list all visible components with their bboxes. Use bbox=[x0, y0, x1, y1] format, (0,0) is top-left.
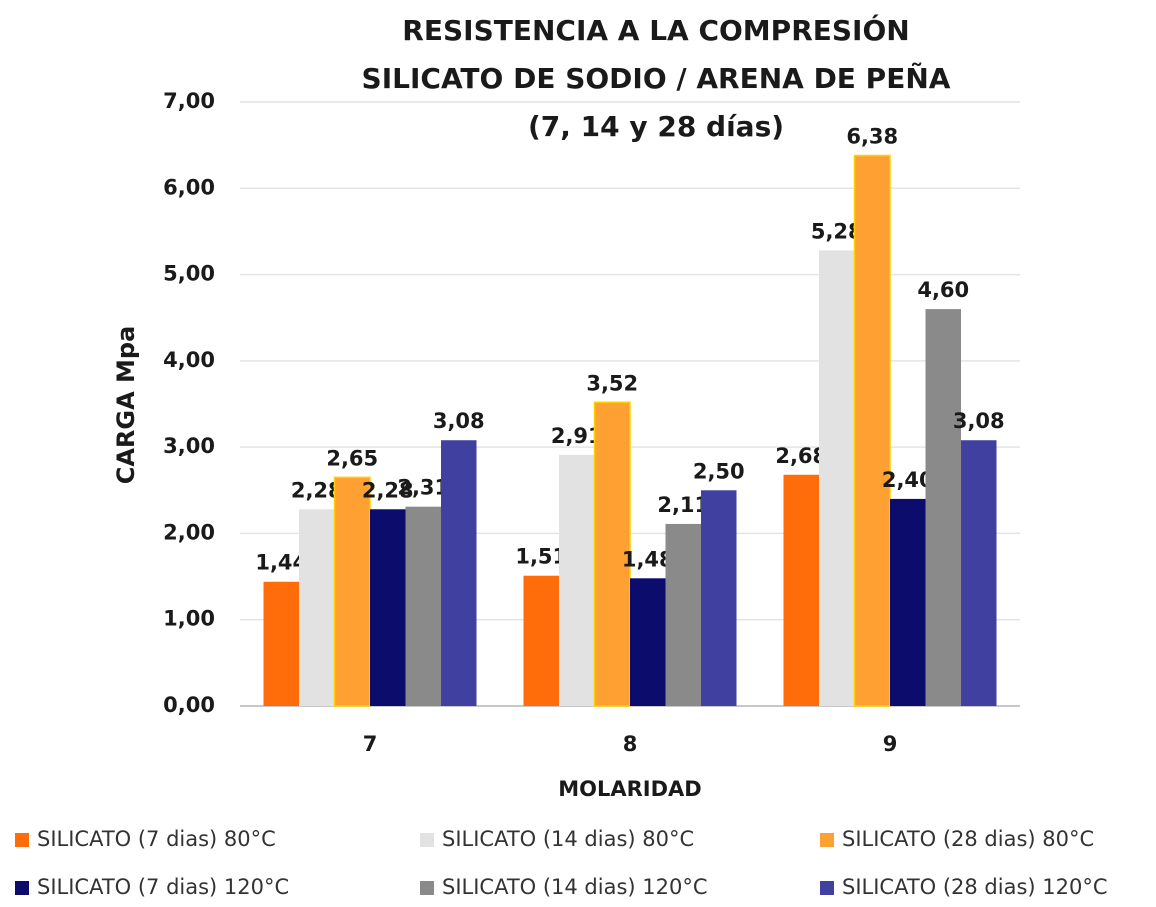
chart-title: SILICATO DE SODIO / ARENA DE PEÑA bbox=[362, 61, 951, 95]
x-axis-label: MOLARIDAD bbox=[558, 777, 701, 801]
y-tick-label: 1,00 bbox=[163, 607, 215, 631]
x-tick-label: 7 bbox=[363, 732, 378, 756]
legend-swatch bbox=[420, 833, 434, 847]
chart-title: (7, 14 y 28 días) bbox=[528, 110, 784, 143]
bar bbox=[630, 578, 666, 706]
data-label: 2,40 bbox=[882, 468, 934, 492]
legend-swatch bbox=[820, 881, 834, 895]
bar bbox=[701, 490, 737, 706]
data-label: 4,60 bbox=[917, 278, 969, 302]
legend-label: SILICATO (14 dias) 80°C bbox=[442, 827, 694, 851]
bar bbox=[593, 401, 631, 707]
data-label: 3,08 bbox=[433, 409, 485, 433]
legend-swatch bbox=[15, 881, 29, 895]
bar bbox=[333, 476, 371, 707]
bar bbox=[405, 506, 441, 706]
data-label: 1,51 bbox=[515, 545, 567, 569]
bar bbox=[665, 523, 701, 706]
data-label: 2,28 bbox=[362, 478, 414, 502]
chart-title: RESISTENCIA A LA COMPRESIÓN bbox=[402, 13, 909, 47]
data-label: 2,11 bbox=[657, 493, 709, 517]
y-tick-label: 0,00 bbox=[163, 693, 215, 717]
bar bbox=[853, 154, 891, 707]
bar bbox=[523, 575, 559, 706]
bar bbox=[299, 509, 335, 706]
data-label: 6,38 bbox=[846, 124, 898, 148]
legend-swatch bbox=[420, 881, 434, 895]
bar bbox=[890, 498, 926, 706]
bar bbox=[961, 440, 997, 706]
y-tick-label: 7,00 bbox=[163, 89, 215, 113]
data-label: 3,52 bbox=[586, 371, 638, 395]
legend-swatch bbox=[820, 833, 834, 847]
data-label: 2,31 bbox=[397, 476, 449, 500]
x-tick-label: 8 bbox=[623, 732, 638, 756]
bar bbox=[441, 440, 477, 706]
legend-label: SILICATO (14 dias) 120°C bbox=[442, 875, 708, 899]
data-label: 3,08 bbox=[953, 409, 1005, 433]
data-label: 1,44 bbox=[255, 551, 307, 575]
data-label: 1,48 bbox=[622, 547, 674, 571]
data-label: 2,50 bbox=[693, 459, 745, 483]
bar bbox=[819, 250, 855, 706]
legend-label: SILICATO (7 dias) 80°C bbox=[37, 827, 276, 851]
x-tick-label: 9 bbox=[883, 732, 898, 756]
y-tick-label: 3,00 bbox=[163, 434, 215, 458]
bar bbox=[263, 581, 299, 706]
legend-swatch bbox=[15, 833, 29, 847]
y-tick-label: 4,00 bbox=[163, 348, 215, 372]
legend-label: SILICATO (7 dias) 120°C bbox=[37, 875, 289, 899]
y-tick-label: 5,00 bbox=[163, 262, 215, 286]
data-label: 2,65 bbox=[326, 446, 378, 470]
bar bbox=[925, 309, 961, 706]
legend-label: SILICATO (28 dias) 120°C bbox=[842, 875, 1108, 899]
bar bbox=[370, 509, 406, 706]
data-label: 2,68 bbox=[775, 444, 827, 468]
y-tick-label: 6,00 bbox=[163, 175, 215, 199]
y-axis-label: CARGA Mpa bbox=[112, 326, 140, 485]
bar bbox=[783, 474, 819, 706]
y-tick-label: 2,00 bbox=[163, 520, 215, 544]
legend-label: SILICATO (28 dias) 80°C bbox=[842, 827, 1094, 851]
bar bbox=[559, 454, 595, 706]
